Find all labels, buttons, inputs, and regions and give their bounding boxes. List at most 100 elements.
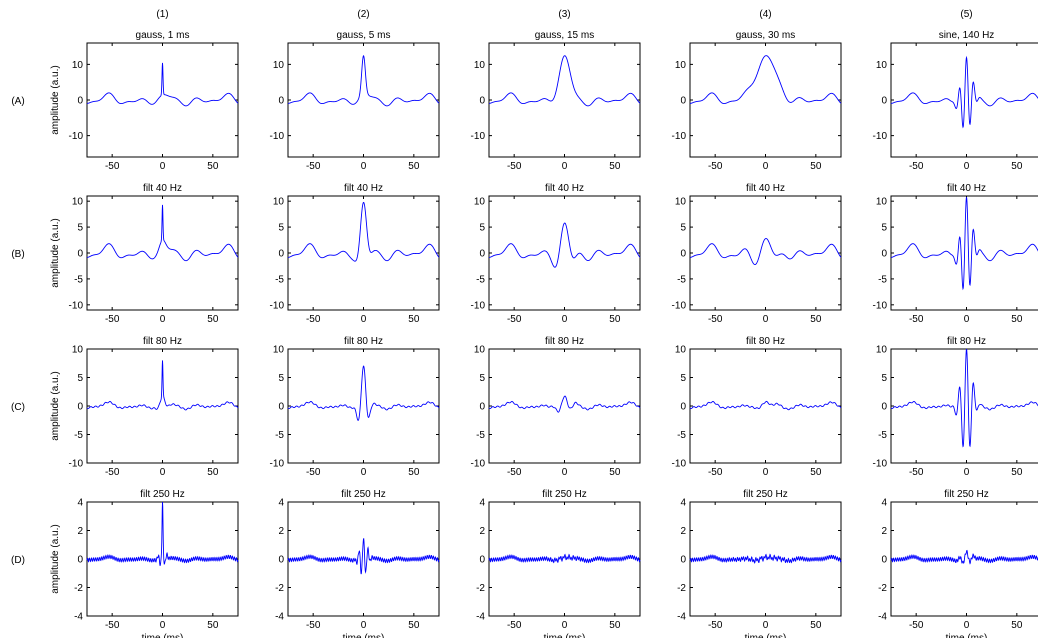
subplot: gauss, 30 ms -50 0 50 -10 0 10 [672,30,842,172]
x-tick-label: -50 [909,314,924,325]
y-tick-label: -5 [677,274,686,285]
x-tick-label: -50 [708,314,723,325]
x-tick-label: 50 [207,161,219,172]
x-tick-label: 0 [361,467,367,478]
y-axis-label: amplitude (a.u.) [50,65,61,134]
x-tick-label: 0 [964,620,970,631]
subplot: filt 250 Hz -50 0 50 -4 -2 0 2 4 time (ms) [677,489,842,638]
x-tick-label: 0 [361,161,367,172]
y-tick-label: -4 [677,612,686,623]
y-tick-label: 0 [680,249,686,260]
y-tick-label: -10 [270,459,285,470]
y-tick-label: 0 [77,96,83,107]
subplot-title: filt 80 Hz [947,336,986,347]
x-tick-label: 0 [562,161,568,172]
subplot-title: filt 80 Hz [746,336,785,347]
y-tick-label: 10 [876,197,888,208]
y-tick-label: 10 [675,345,687,356]
x-tick-label: 50 [408,620,420,631]
y-tick-label: 0 [680,402,686,413]
x-tick-label: -50 [909,161,924,172]
signal-line [287,201,440,262]
y-tick-label: 4 [278,498,284,509]
y-tick-label: 0 [881,555,887,566]
x-tick-label: 0 [562,314,568,325]
subplot-title: filt 40 Hz [143,183,182,194]
x-tick-label: 0 [763,314,769,325]
x-tick-label: 50 [609,620,621,631]
y-tick-label: 2 [881,526,887,537]
y-tick-label: 10 [273,197,285,208]
subplot: gauss, 5 ms -50 0 50 -10 0 10 [270,30,440,172]
x-axis-label: time (ms) [544,633,586,638]
signal-line [488,395,641,413]
x-tick-label: -50 [507,467,522,478]
subplot: gauss, 15 ms -50 0 50 -10 0 10 [471,30,641,172]
subplot-title: filt 250 Hz [341,489,385,500]
x-tick-label: 50 [207,467,219,478]
y-tick-label: 0 [479,249,485,260]
signal-line [890,55,1038,129]
subplot-title: filt 250 Hz [542,489,586,500]
y-tick-label: 10 [474,60,486,71]
signal-line [890,549,1038,565]
y-tick-label: -5 [74,430,83,441]
y-tick-label: -2 [878,583,887,594]
y-tick-label: 0 [680,555,686,566]
y-tick-label: 10 [273,60,285,71]
row-label: (C) [11,402,25,413]
signal-line [488,222,641,268]
x-tick-label: -50 [306,161,321,172]
subplot-title: filt 80 Hz [143,336,182,347]
y-tick-label: -5 [677,430,686,441]
subplot: filt 250 Hz -50 0 50 -4 -2 0 2 4 time (ms) [878,489,1038,638]
y-tick-label: 0 [278,555,284,566]
y-tick-label: 5 [278,373,284,384]
x-tick-label: -50 [306,620,321,631]
x-axis-label: time (ms) [946,633,988,638]
y-tick-label: 5 [680,223,686,234]
subplot-title: filt 40 Hz [545,183,584,194]
x-tick-label: 50 [810,620,822,631]
y-tick-label: -5 [74,274,83,285]
x-tick-label: 50 [810,314,822,325]
x-tick-label: 50 [207,620,219,631]
x-tick-label: 50 [609,161,621,172]
y-tick-label: 0 [479,555,485,566]
plot-frame [689,195,842,311]
y-tick-label: -10 [69,300,84,311]
y-tick-label: 5 [479,223,485,234]
y-tick-label: 5 [881,223,887,234]
x-tick-label: 0 [160,620,166,631]
y-tick-label: 10 [72,60,84,71]
y-tick-label: -10 [69,459,84,470]
y-tick-label: 10 [675,60,687,71]
subplot-title: filt 40 Hz [746,183,785,194]
signal-line [488,553,641,564]
y-tick-label: -2 [275,583,284,594]
y-tick-label: -10 [471,300,486,311]
y-tick-label: 10 [876,60,888,71]
x-tick-label: 0 [361,620,367,631]
x-tick-label: 0 [964,467,970,478]
row-label: (D) [11,555,25,566]
y-tick-label: -5 [878,274,887,285]
row-label: (A) [11,96,24,107]
y-tick-label: 5 [278,223,284,234]
x-tick-label: -50 [708,161,723,172]
y-tick-label: -4 [74,612,83,623]
x-tick-label: 0 [964,161,970,172]
y-tick-label: -10 [672,300,687,311]
y-tick-label: 5 [77,373,83,384]
y-tick-label: 0 [881,249,887,260]
signal-line [689,238,842,265]
y-tick-label: -10 [471,459,486,470]
y-tick-label: 10 [72,345,84,356]
x-tick-label: 0 [160,467,166,478]
y-tick-label: -5 [275,274,284,285]
